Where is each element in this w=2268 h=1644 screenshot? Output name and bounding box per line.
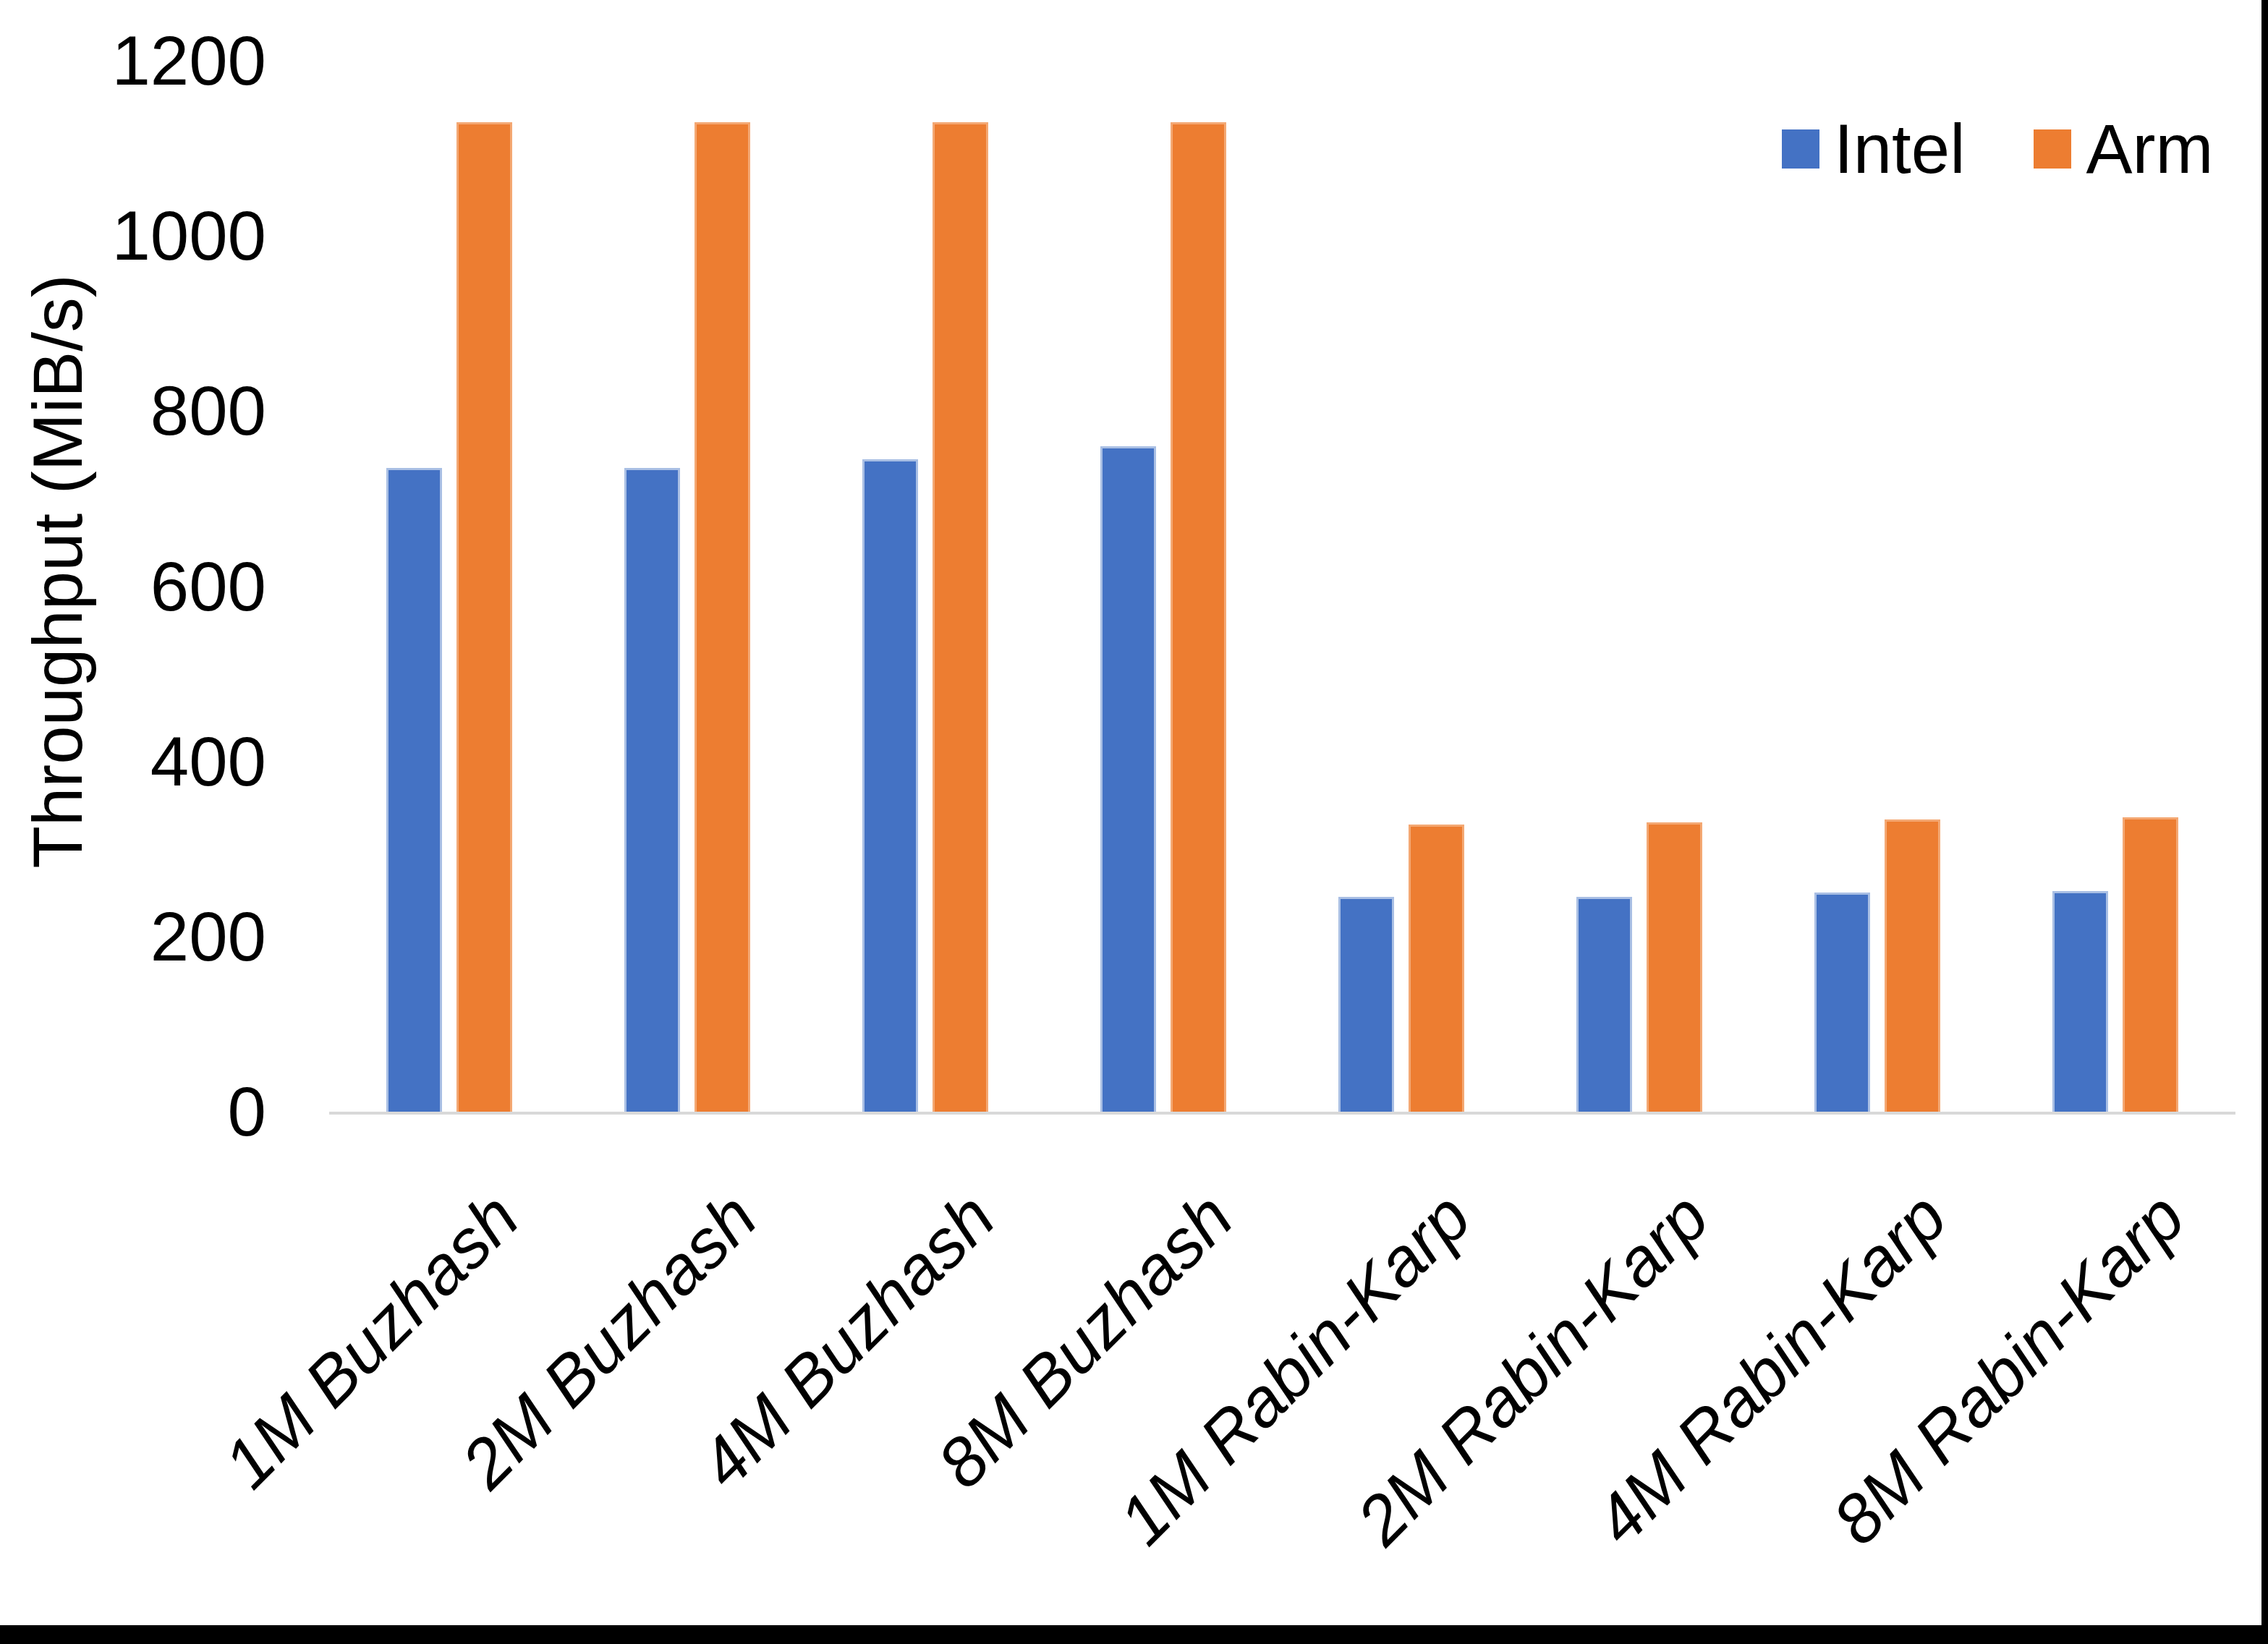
legend-item-arm: Arm: [2034, 109, 2213, 189]
y-tick-label: 0: [27, 1068, 266, 1155]
screenshot-bottom-border: [0, 1625, 2268, 1644]
y-tick-label: 800: [27, 367, 266, 454]
y-tick-label: 400: [27, 718, 266, 805]
bar-intel-7: [1814, 893, 1870, 1112]
legend: Intel Arm: [1782, 107, 2213, 191]
bar-arm-4: [1171, 122, 1226, 1112]
bar-arm-8: [2123, 817, 2178, 1112]
legend-label-arm: Arm: [2086, 109, 2213, 189]
bar-intel-6: [1576, 897, 1632, 1112]
bar-arm-1: [456, 122, 512, 1112]
bar-arm-6: [1647, 822, 1702, 1112]
y-tick-label: 1000: [27, 192, 266, 279]
bar-arm-3: [933, 122, 988, 1112]
screenshot-right-border: [2261, 0, 2268, 1644]
bar-intel-4: [1100, 446, 1156, 1112]
y-tick-label: 600: [27, 543, 266, 630]
bar-intel-1: [386, 468, 442, 1112]
legend-label-intel: Intel: [1834, 109, 1965, 189]
bar-intel-3: [862, 459, 918, 1112]
legend-swatch-intel: [1782, 129, 1819, 169]
bar-arm-7: [1885, 819, 1940, 1112]
x-axis-line: [329, 1112, 2235, 1115]
bar-intel-5: [1338, 897, 1394, 1112]
bar-arm-5: [1409, 825, 1464, 1112]
legend-item-intel: Intel: [1782, 109, 1965, 189]
bar-intel-8: [2052, 891, 2108, 1112]
bar-arm-2: [695, 122, 750, 1112]
bar-intel-2: [624, 468, 680, 1112]
legend-swatch-arm: [2034, 129, 2071, 169]
y-tick-label: 200: [27, 893, 266, 980]
y-tick-label: 1200: [27, 17, 266, 104]
bar-chart-figure: Throughput (MiB/s) IntelArm 020040060080…: [0, 0, 2268, 1644]
